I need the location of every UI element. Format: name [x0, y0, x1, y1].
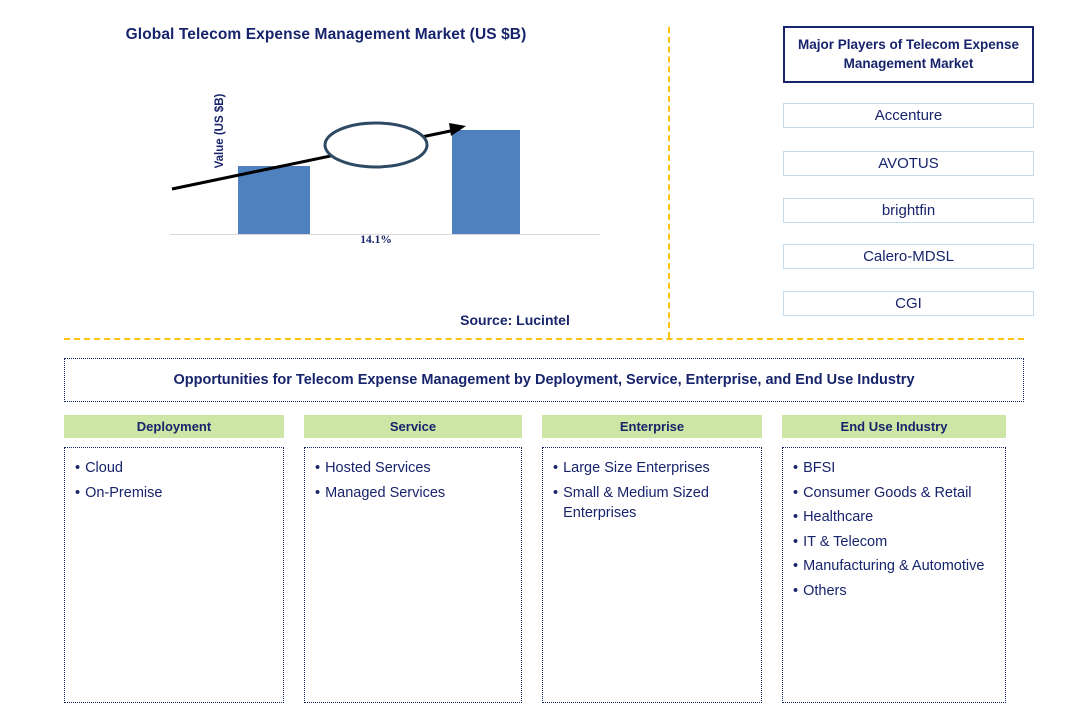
list-item: • IT & Telecom — [793, 532, 997, 553]
bullet-icon: • — [75, 484, 81, 501]
x-axis-line — [170, 234, 600, 235]
player-item-avotus[interactable]: AVOTUS — [783, 151, 1034, 176]
segment-header-label: End Use Industry — [840, 419, 948, 434]
player-label: brightfin — [881, 202, 936, 219]
segment-list-end-use-industry: • BFSI • Consumer Goods & Retail • Healthcare… — [782, 447, 1006, 703]
player-label: AVOTUS — [878, 155, 939, 172]
list-item: • Manufacturing & Automotive — [793, 556, 997, 577]
segment-header-label: Enterprise — [619, 419, 685, 434]
player-label: CGI — [895, 295, 922, 312]
bullet-icon: • — [793, 509, 799, 526]
list-item: • Large Size Enterprises — [553, 458, 753, 479]
list-item: • Hosted Services — [315, 458, 513, 479]
list-item-label: BFSI — [803, 460, 836, 476]
segment-header-service: Service — [304, 415, 522, 438]
source-label: Source: Lucintel — [460, 312, 570, 328]
list-item-label: Manufacturing & Automotive — [803, 558, 985, 575]
segment-list-deployment: • Cloud • On-Premise — [64, 447, 284, 703]
list-item: • Cloud — [75, 458, 275, 479]
segment-header-label: Service — [389, 419, 437, 434]
list-item-label: Hosted Services — [325, 460, 431, 476]
bullet-icon: • — [793, 460, 799, 476]
cagr-label: 14.1% — [360, 234, 392, 246]
bar-chart: Value (US $B) 14.1% — [170, 94, 600, 246]
cagr-arrow-group — [171, 121, 466, 191]
list-item-label: Others — [803, 582, 847, 599]
bullet-icon: • — [793, 582, 799, 599]
segment-header-deployment: Deployment — [64, 415, 284, 438]
segment-list-enterprise: • Large Size Enterprises • Small & Medium S… — [542, 447, 762, 703]
bullet-icon: • — [793, 558, 799, 575]
list-item: • BFSI — [793, 458, 997, 479]
segment-header-enterprise: Enterprise — [542, 415, 762, 438]
list-item: • Managed Services — [315, 483, 513, 504]
player-label: Calero-MDSL — [863, 248, 954, 265]
list-item: • Consumer Goods & Retail — [793, 483, 997, 504]
bar-2024 — [238, 166, 310, 234]
bullet-icon: • — [793, 484, 799, 501]
chart-title: Global Telecom Expense Management Market… — [125, 26, 527, 43]
list-item: • Others — [793, 581, 997, 602]
major-players-header: Major Players of Telecom Expense Managem… — [783, 26, 1034, 83]
bullet-icon: • — [315, 484, 321, 501]
list-item-label: Consumer Goods & Retail — [803, 484, 972, 501]
player-item-cgi[interactable]: CGI — [783, 291, 1034, 316]
bullet-icon: • — [315, 460, 321, 476]
list-item-label: Managed Services — [325, 484, 446, 501]
vertical-divider — [668, 27, 670, 338]
list-item-label: On-Premise — [85, 484, 163, 501]
player-item-calero-mdsl[interactable]: Calero-MDSL — [783, 244, 1034, 269]
bullet-icon: • — [793, 533, 799, 550]
bullet-icon: • — [553, 484, 559, 501]
list-item: • On-Premise — [75, 483, 275, 504]
list-item-label: Healthcare — [803, 509, 874, 526]
player-item-accenture[interactable]: Accenture — [783, 103, 1034, 128]
opportunities-banner: Opportunities for Telecom Expense Manage… — [64, 358, 1024, 402]
list-item-label: Cloud — [85, 460, 123, 476]
list-item-label: Small & Medium Sized Enterprises — [563, 484, 709, 522]
segment-header-label: Deployment — [136, 419, 212, 434]
bar-2030 — [452, 130, 520, 234]
bullet-icon: • — [553, 460, 559, 476]
list-item: • Small & Medium Sized Enterprises — [553, 483, 753, 524]
list-item-label: Large Size Enterprises — [563, 460, 710, 476]
list-item: • Healthcare — [793, 507, 997, 528]
player-item-brightfin[interactable]: brightfin — [783, 198, 1034, 223]
player-label: Accenture — [874, 107, 943, 124]
list-item-label: IT & Telecom — [803, 533, 888, 550]
bullet-icon: • — [75, 460, 81, 476]
horizontal-divider — [64, 338, 1024, 340]
segment-list-service: • Hosted Services • Managed Services — [304, 447, 522, 703]
segment-header-end-use-industry: End Use Industry — [782, 415, 1006, 438]
